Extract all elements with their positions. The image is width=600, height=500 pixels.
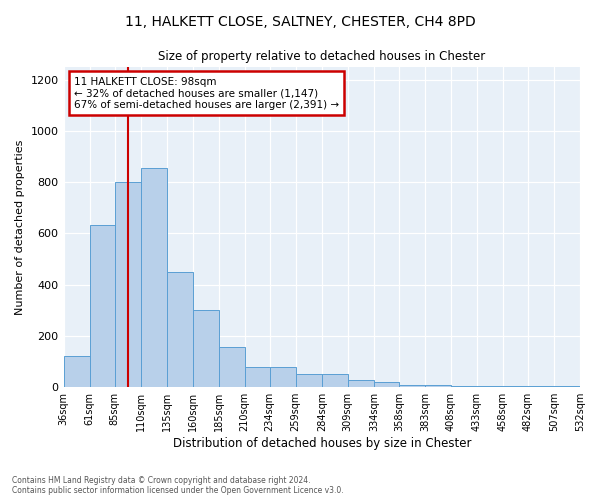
Bar (348, 380, 374, 387)
Text: 11, HALKETT CLOSE, SALTNEY, CHESTER, CH4 8PD: 11, HALKETT CLOSE, SALTNEY, CHESTER, CH4… (125, 15, 475, 29)
Text: 11 HALKETT CLOSE: 98sqm
← 32% of detached houses are smaller (1,147)
67% of semi: 11 HALKETT CLOSE: 98sqm ← 32% of detache… (74, 76, 339, 110)
Bar (64, 356, 89, 387)
Text: Contains HM Land Registry data © Crown copyright and database right 2024.
Contai: Contains HM Land Registry data © Crown c… (12, 476, 344, 495)
Bar (140, 168, 167, 387)
Bar (451, 386, 477, 387)
Title: Size of property relative to detached houses in Chester: Size of property relative to detached ho… (158, 50, 485, 63)
Bar (245, 366, 270, 387)
Bar (167, 272, 193, 387)
Bar (425, 384, 451, 387)
Bar (218, 348, 245, 387)
X-axis label: Distribution of detached houses by size in Chester: Distribution of detached houses by size … (173, 437, 471, 450)
Bar (89, 224, 115, 387)
Bar (399, 384, 425, 387)
Bar (296, 374, 322, 387)
Bar (477, 386, 503, 387)
Y-axis label: Number of detached properties: Number of detached properties (15, 140, 25, 315)
Bar (554, 386, 580, 387)
Bar (374, 382, 399, 387)
Bar (115, 182, 140, 387)
Bar (322, 374, 348, 387)
Bar (193, 310, 218, 387)
Bar (270, 366, 296, 387)
Bar (503, 386, 528, 387)
Bar (528, 386, 554, 387)
